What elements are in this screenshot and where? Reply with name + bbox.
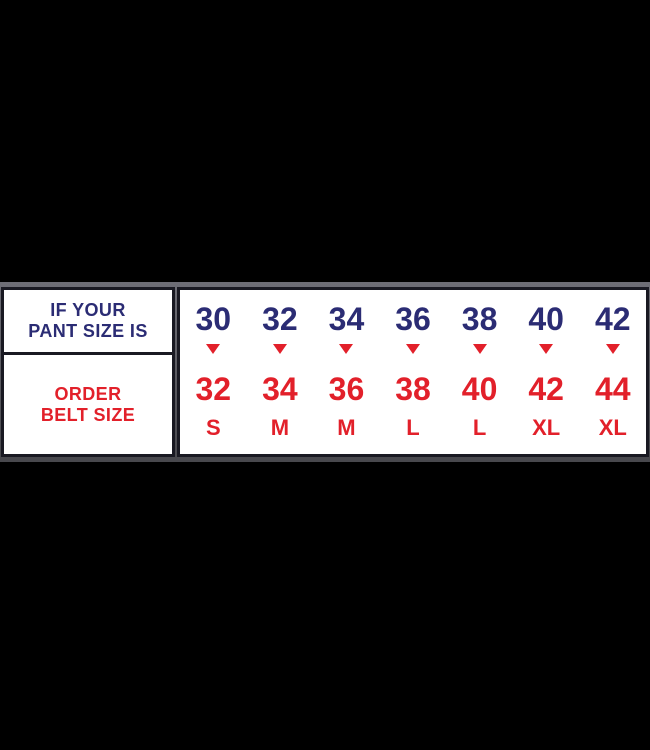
- down-triangle-icon: [272, 344, 287, 354]
- pant-size-value: 40: [528, 301, 564, 337]
- pant-size-header-cell: IF YOUR PANT SIZE IS: [4, 290, 172, 355]
- belt-size-value: 44: [594, 371, 631, 407]
- letter-size-value: S: [205, 415, 221, 440]
- letter-size-value: M: [337, 415, 356, 440]
- pant-size-header-line2: PANT SIZE IS: [28, 321, 148, 341]
- letter-size-value: XL: [532, 415, 561, 440]
- down-triangle-icon: [472, 344, 487, 354]
- belt-size-value: 38: [395, 371, 431, 407]
- size-column-36: 36 38 L: [380, 290, 447, 454]
- size-column-34: 34 36 M: [313, 290, 380, 454]
- size-column-32: 32 34 M: [247, 290, 314, 454]
- size-column-40: 40 42 XL: [513, 290, 580, 454]
- belt-size-value: 42: [528, 371, 564, 407]
- pant-size-value: 42: [594, 301, 631, 337]
- belt-size-value: 36: [328, 371, 365, 407]
- letter-size-value: XL: [598, 415, 627, 440]
- pant-size-value: 32: [262, 301, 298, 337]
- belt-size-value: 34: [262, 371, 298, 407]
- size-column-38: 38 40 L: [446, 290, 513, 454]
- belt-size-header-cell: ORDER BELT SIZE: [4, 355, 172, 454]
- letter-size-value: M: [270, 415, 290, 440]
- belt-size-value: 40: [461, 371, 498, 407]
- belt-size-value: 32: [195, 371, 232, 407]
- pant-size-header-line1: IF YOUR: [50, 300, 126, 320]
- pant-size-value: 30: [195, 301, 232, 337]
- row-header-column: IF YOUR PANT SIZE IS ORDER BELT SIZE: [1, 287, 175, 457]
- belt-size-header-line2: BELT SIZE: [40, 404, 136, 425]
- down-triangle-icon: [206, 344, 221, 354]
- size-chart: IF YOUR PANT SIZE IS ORDER BELT SIZE 30 …: [0, 282, 650, 462]
- pant-size-value: 38: [461, 301, 498, 337]
- size-column-42: 42 44 XL: [579, 290, 646, 454]
- down-triangle-icon: [539, 344, 554, 354]
- size-column-30: 30 32 S: [180, 290, 247, 454]
- size-columns-panel: 30 32 S 32 34 M 34 36 M 36 38 L: [177, 287, 649, 457]
- down-triangle-icon: [605, 344, 620, 354]
- letter-size-value: L: [406, 415, 420, 440]
- down-triangle-icon: [339, 344, 354, 354]
- down-triangle-icon: [406, 344, 421, 354]
- letter-size-value: L: [472, 415, 487, 440]
- belt-size-header-line1: ORDER: [54, 383, 122, 404]
- pant-size-value: 34: [328, 301, 365, 337]
- pant-size-value: 36: [395, 301, 431, 337]
